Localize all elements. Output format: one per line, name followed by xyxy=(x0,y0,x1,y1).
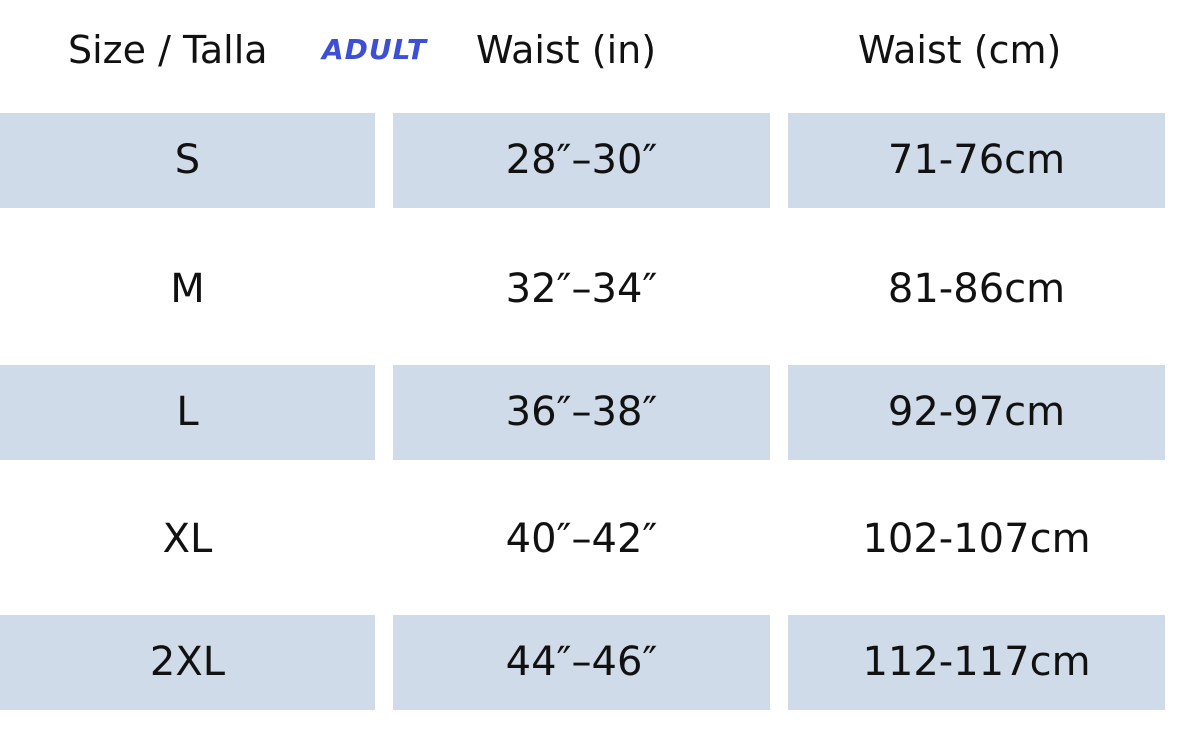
size-cell: 2XL xyxy=(0,615,375,710)
table-row: L 36″–38″ 92-97cm xyxy=(0,365,1188,460)
table-row: 2XL 44″–46″ 112-117cm xyxy=(0,615,1188,710)
waist-in-cell: 40″–42″ xyxy=(505,516,658,562)
waist-cm-column-header: Waist (cm) xyxy=(858,28,1062,72)
size-cell: L xyxy=(0,365,375,460)
table-row: S 28″–30″ 71-76cm xyxy=(0,113,1188,208)
waist-in-cell: 36″–38″ xyxy=(393,365,770,460)
waist-cm-cell: 92-97cm xyxy=(788,365,1165,460)
table-row: M 32″–34″ 81-86cm xyxy=(0,242,1188,337)
size-cell: M xyxy=(170,266,205,312)
waist-in-cell: 28″–30″ xyxy=(393,113,770,208)
waist-cm-cell: 71-76cm xyxy=(788,113,1165,208)
size-cell: XL xyxy=(162,516,213,562)
waist-cm-cell: 81-86cm xyxy=(887,266,1066,312)
waist-in-cell: 32″–34″ xyxy=(505,266,658,312)
waist-cm-cell: 102-107cm xyxy=(862,516,1091,562)
waist-cm-cell: 112-117cm xyxy=(788,615,1165,710)
table-row: XL 40″–42″ 102-107cm xyxy=(0,492,1188,587)
size-cell: S xyxy=(0,113,375,208)
waist-in-column-header: Waist (in) xyxy=(476,28,657,72)
size-column-header: Size / Talla xyxy=(68,28,268,72)
adult-badge: ADULT xyxy=(322,33,427,66)
waist-in-cell: 44″–46″ xyxy=(393,615,770,710)
